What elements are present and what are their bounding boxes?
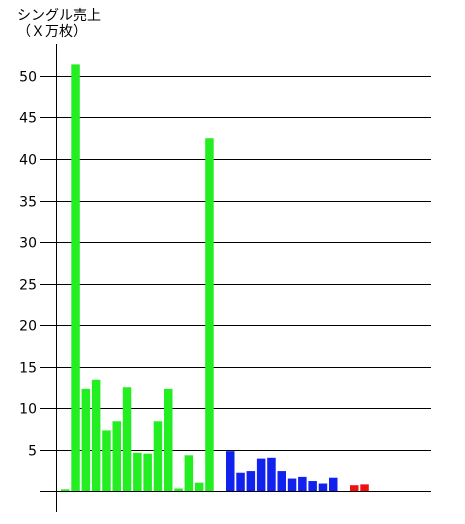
y-tick-label: 5 (28, 444, 37, 460)
y-tick-label: 20 (19, 319, 37, 335)
bar-green (184, 455, 194, 491)
bar-blue (246, 471, 256, 491)
bar-green (194, 482, 204, 491)
bar-green (164, 388, 173, 491)
bar-red (350, 485, 359, 491)
bar-green (102, 430, 111, 491)
bar-green (122, 387, 132, 491)
y-tick-label: 45 (19, 111, 37, 127)
bar-green (205, 138, 214, 491)
bar-blue (226, 451, 235, 491)
y-tick-label: 40 (19, 153, 37, 169)
y-tick-label: 35 (19, 195, 37, 211)
bar-blue (256, 458, 266, 491)
bar-green (61, 489, 70, 491)
bar-red (360, 484, 369, 491)
bar-blue (277, 471, 286, 491)
chart-title-line1: シングル売上 (17, 8, 101, 24)
y-tick-label: 10 (19, 402, 37, 418)
bar-blue (318, 483, 328, 491)
bar-green (112, 421, 121, 491)
bar-green (81, 388, 91, 491)
bar-blue (267, 457, 276, 491)
y-tick-label: 30 (19, 236, 37, 252)
bar-green (71, 64, 80, 491)
y-tick-label: 15 (19, 361, 37, 377)
bar-green (174, 488, 183, 491)
bar-blue (287, 478, 297, 491)
chart-title-line2: （Ｘ万枚） (17, 24, 87, 40)
bar-blue (236, 472, 245, 491)
bar-green (143, 453, 152, 491)
y-tick-label: 50 (19, 70, 37, 86)
y-tick-label: 25 (19, 278, 37, 294)
bar-green (133, 452, 142, 491)
bar-green (91, 379, 101, 491)
bar-blue (298, 476, 307, 491)
bar-blue (308, 481, 317, 491)
bar-blue (329, 477, 338, 491)
bar-green (153, 421, 163, 491)
